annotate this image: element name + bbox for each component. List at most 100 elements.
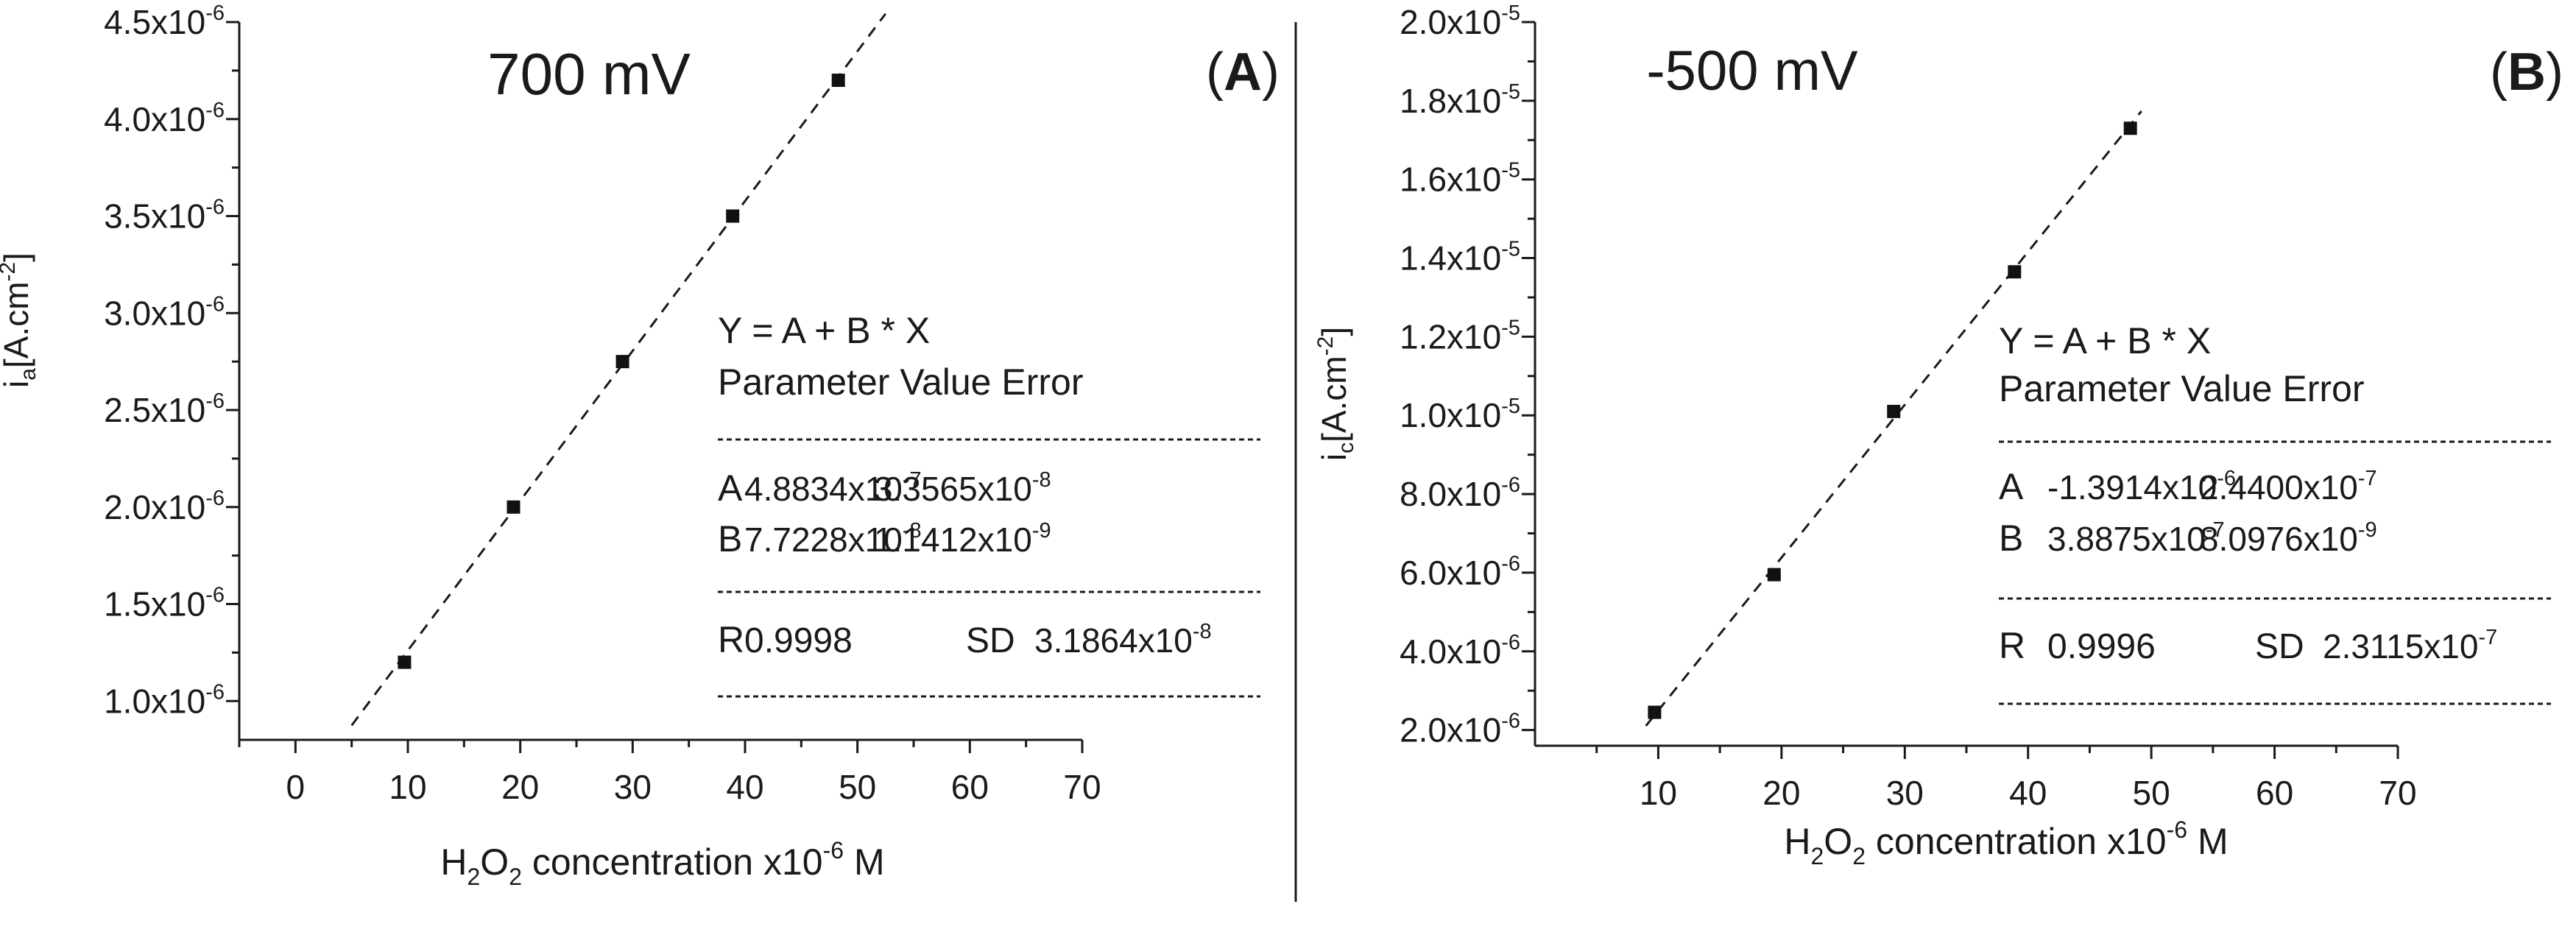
y-tick-label-exp: -6 xyxy=(205,680,225,704)
y-tick-label-base: 4.5x10 xyxy=(104,3,205,41)
data-point xyxy=(615,355,629,369)
y-tick-label: 2.0x10-6 xyxy=(1400,710,1520,749)
fit-row-a-error-base: 2.4400x10 xyxy=(2200,468,2358,506)
x-tick-label: 70 xyxy=(1063,768,1101,806)
y-tick-label: 3.5x10-6 xyxy=(104,196,225,236)
y-tick-label: 4.5x10-6 xyxy=(104,1,225,41)
fit-row-a-value-exp: -6 xyxy=(2217,467,2236,490)
fit-row-b-error-exp: -9 xyxy=(1032,519,1051,543)
y-tick-label-exp: -5 xyxy=(1501,316,1520,339)
fit-row-a-value-exp: -7 xyxy=(903,468,922,492)
y-tick-label-base: 1.0x10 xyxy=(104,682,205,720)
fit-row-a-value-base: -1.3914x10 xyxy=(2047,468,2217,506)
panel-label-close: ) xyxy=(1262,43,1280,102)
y-tick-label: 2.0x10-6 xyxy=(104,487,225,526)
y-axis-label: ia[A.cm-2] xyxy=(0,253,40,388)
x-label-text: concentration x10 xyxy=(1866,821,2167,862)
y-label-close: ] xyxy=(1315,327,1353,336)
x-tick-label: 40 xyxy=(726,768,763,806)
panel-label: (B) xyxy=(2490,43,2563,102)
x-tick-label: 10 xyxy=(1640,774,1677,812)
fit-table: Y = A + B * X Parameter Value Error A -1.39… xyxy=(1999,320,2551,705)
fit-table: Y = A + B * X Parameter Value Error A 4.883… xyxy=(718,310,1260,698)
y-tick-label-exp: -5 xyxy=(1501,395,1520,418)
data-point xyxy=(2123,121,2137,135)
y-label-exp: -2 xyxy=(1313,336,1338,356)
y-tick-label-exp: -6 xyxy=(205,1,225,25)
y-label-unit: [A.cm xyxy=(1315,356,1353,442)
y-tick-label-exp: -5 xyxy=(1501,80,1520,104)
y-tick-label: 2.5x10-6 xyxy=(104,389,225,429)
panel-label-letter: A xyxy=(1224,43,1262,102)
fit-equation: Y = A + B * X xyxy=(1999,320,2211,361)
y-label-i: i xyxy=(1315,453,1353,461)
x-axis-label: H2O2 concentration x10-6 M xyxy=(440,837,884,890)
y-tick-label-base: 3.5x10 xyxy=(104,197,205,236)
y-tick-label-base: 1.5x10 xyxy=(104,585,205,624)
x-label-unit: M xyxy=(2187,821,2229,862)
x-tick-label: 20 xyxy=(501,768,539,806)
x-tick-label: 20 xyxy=(1762,774,1800,812)
fit-row-a-value: 4.8834x10-7 xyxy=(744,468,922,508)
x-label-text: concentration x10 xyxy=(522,841,823,883)
y-tick-label-base: 2.0x10 xyxy=(1400,3,1501,41)
fit-row-b-value-exp: -7 xyxy=(2206,518,2225,542)
x-tick-label: 60 xyxy=(2256,774,2293,812)
x-label-exp: -6 xyxy=(2167,816,2187,843)
y-label-close: ] xyxy=(0,253,35,262)
fit-sd-label: SD xyxy=(966,621,1015,660)
y-tick-label-exp: -6 xyxy=(205,292,225,316)
y-tick-label: 1.8x10-5 xyxy=(1400,80,1520,120)
x-label-unit: M xyxy=(844,841,885,883)
fit-row-b-error: 8.0976x10-9 xyxy=(2200,518,2377,558)
panel-label-open: ( xyxy=(1206,43,1224,102)
fit-row-a-error-exp: -7 xyxy=(2358,467,2377,490)
y-label-unit: [A.cm xyxy=(0,281,35,368)
fit-equation: Y = A + B * X xyxy=(718,310,930,351)
y-tick-label-exp: -6 xyxy=(1501,552,1520,576)
data-point xyxy=(1648,705,1662,719)
fit-row-b-value: 3.8875x10-7 xyxy=(2047,518,2225,558)
fit-row-a-error: 2.4400x10-7 xyxy=(2200,467,2377,506)
data-point xyxy=(831,74,845,88)
data-point xyxy=(1767,568,1781,582)
panel-label-close: ) xyxy=(2546,43,2563,102)
y-label-sub: a xyxy=(16,368,40,381)
fit-r-value: 0.9996 xyxy=(2047,627,2156,666)
x-tick-label: 70 xyxy=(2379,774,2416,812)
y-tick-label-exp: -5 xyxy=(1501,159,1520,183)
fit-sd-value: 3.1864x10-8 xyxy=(1034,620,1212,660)
y-tick-label: 1.6x10-5 xyxy=(1400,159,1520,199)
x-tick-label: 30 xyxy=(1886,774,1924,812)
y-tick-label-base: 1.2x10 xyxy=(1400,317,1501,356)
x-tick-label: 10 xyxy=(389,768,426,806)
y-tick-label: 3.0x10-6 xyxy=(104,292,225,332)
y-tick-label-base: 8.0x10 xyxy=(1400,475,1501,513)
y-tick-label-base: 1.0x10 xyxy=(1400,396,1501,434)
y-tick-label-exp: -6 xyxy=(1501,631,1520,654)
x-label-h: H xyxy=(1784,821,1810,862)
panel-a: 0 10 20 30 40 50 60 701.0x10-61.5x10-62.0x10-62… xyxy=(0,1,1280,890)
panel-label-letter: B xyxy=(2508,43,2546,102)
y-label-sub: c xyxy=(1334,442,1358,453)
panel-label: (A) xyxy=(1206,43,1280,102)
x-tick-label: 40 xyxy=(2009,774,2047,812)
y-tick-label-exp: -6 xyxy=(205,196,225,219)
fit-row-a-value: -1.3914x10-6 xyxy=(2047,467,2236,506)
x-tick-label: 50 xyxy=(2133,774,2170,812)
y-tick-label: 4.0x10-6 xyxy=(104,99,225,138)
x-label-o: O xyxy=(1824,821,1852,862)
y-tick-label-exp: -6 xyxy=(1501,710,1520,733)
fit-row-b-name: B xyxy=(1999,518,2023,559)
fit-row-b-error-exp: -9 xyxy=(2358,518,2377,542)
fit-line xyxy=(350,13,887,727)
panel-label-open: ( xyxy=(2490,43,2508,102)
fit-row-b-error: 1.1412x10-9 xyxy=(874,519,1051,559)
y-tick-label: 8.0x10-6 xyxy=(1400,473,1520,513)
x-label-sub2: 2 xyxy=(467,864,481,890)
y-axis-label: ic[A.cm-2] xyxy=(1313,327,1358,461)
fit-line xyxy=(1645,110,2142,727)
fit-r-label: R xyxy=(1999,625,2025,666)
